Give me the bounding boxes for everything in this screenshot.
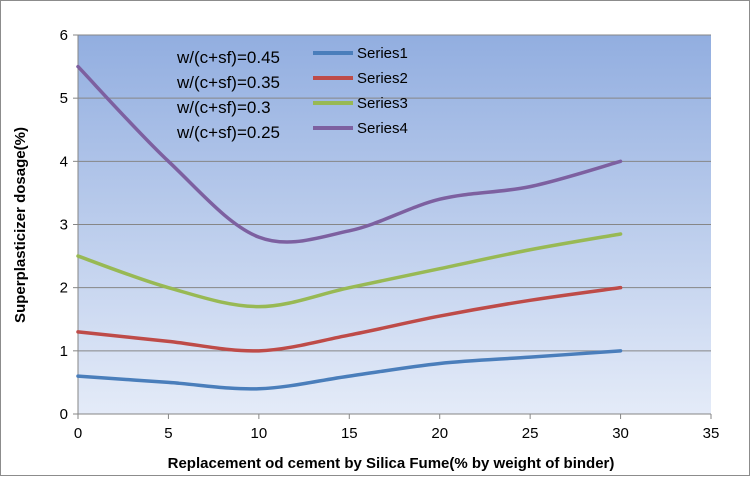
y-axis-title: Superplasticizer dosage(%) — [12, 127, 29, 323]
legend-label-3: Series3 — [357, 95, 408, 112]
annotation-label-3: w/(c+sf)=0.3 — [176, 98, 271, 117]
x-tick-label-10: 10 — [251, 425, 268, 442]
annotation-label-2: w/(c+sf)=0.35 — [176, 73, 280, 92]
series-lines — [76, 64, 623, 391]
series-line-3 — [76, 232, 623, 309]
x-tick-label-25: 25 — [522, 425, 539, 442]
annotation-label-4: w/(c+sf)=0.25 — [176, 123, 280, 142]
y-tick-label-0: 0 — [60, 406, 68, 423]
x-tick-label-35: 35 — [703, 425, 720, 442]
y-tick-label-1: 1 — [60, 343, 68, 360]
y-tick-label-6: 6 — [60, 27, 68, 44]
series-line-4 — [76, 64, 623, 244]
annotations: w/(c+sf)=0.45 w/(c+sf)=0.35 w/(c+sf)=0.3 w/… — [176, 48, 280, 142]
x-tick-label-15: 15 — [341, 425, 358, 442]
series-line-2 — [76, 285, 623, 353]
y-tick-label-2: 2 — [60, 280, 68, 297]
y-tick-label-3: 3 — [60, 217, 68, 234]
annotation-label-1: w/(c+sf)=0.45 — [176, 48, 280, 67]
series-line-1 — [76, 349, 623, 391]
x-tick-label-20: 20 — [431, 425, 448, 442]
axes — [73, 34, 712, 419]
legend-label-2: Series2 — [357, 70, 408, 87]
tick-labels: 0 1 2 3 4 5 6 0 5 10 15 20 25 30 35 — [60, 27, 720, 442]
legend-label-1: Series1 — [357, 45, 408, 62]
y-tick-label-5: 5 — [60, 90, 68, 107]
legend-label-4: Series4 — [357, 120, 408, 137]
y-tick-label-4: 4 — [60, 153, 68, 170]
legend: Series1 Series2 Series3 Series4 — [313, 45, 408, 137]
grid-lines — [78, 34, 711, 352]
x-tick-label-5: 5 — [164, 425, 172, 442]
x-axis-title: Replacement od cement by Silica Fume(% b… — [168, 455, 615, 472]
x-tick-label-30: 30 — [612, 425, 629, 442]
x-tick-label-0: 0 — [74, 425, 82, 442]
